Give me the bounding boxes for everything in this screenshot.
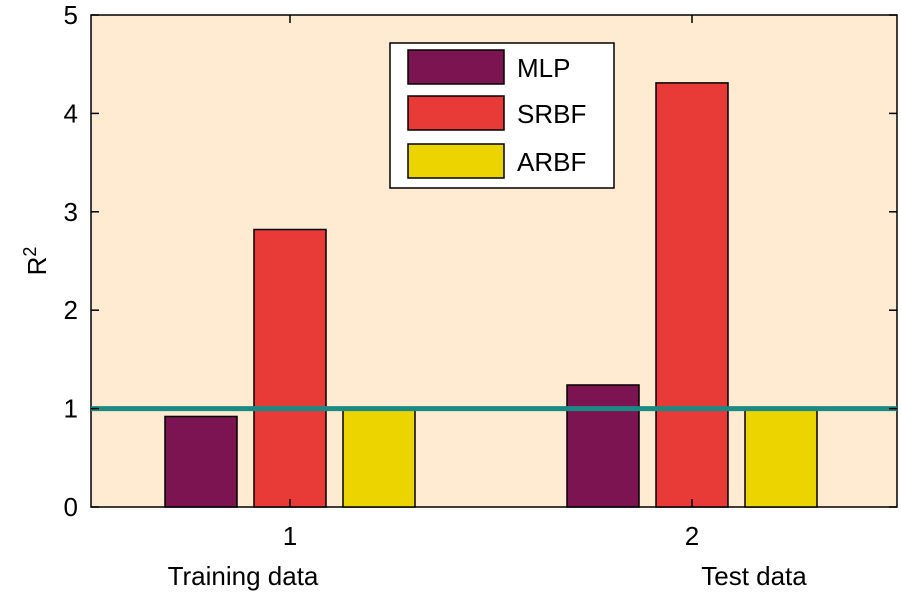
y-axis-label-base: R [22,257,52,276]
x-tick-label-2: 2 [685,521,699,551]
category-description-1: Training data [168,561,319,591]
legend-label-mlp: MLP [517,53,570,83]
bar-arbf-2 [744,407,818,508]
legend-swatch-srbf [407,95,505,131]
legend-swatch-mlp [407,49,505,85]
y-tick-label-2: 2 [64,295,78,325]
legend-swatch-arbf [407,143,505,179]
y-tick-label-4: 4 [64,98,78,128]
y-tick-label-3: 3 [64,197,78,227]
bar-srbf-1 [253,228,327,508]
y-tick-label-1: 1 [64,394,78,424]
bar-mlp-1 [164,415,238,508]
legend: MLP SRBF ARBF [389,42,615,189]
bar-arbf-1 [342,407,416,508]
bar-srbf-2 [655,82,729,508]
legend-label-arbf: ARBF [517,147,586,177]
y-tick-label-5: 5 [64,0,78,30]
y-tick-label-0: 0 [64,492,78,522]
x-tick-label-1: 1 [283,521,297,551]
y-axis-label: R2 [20,247,52,276]
legend-label-srbf: SRBF [517,99,586,129]
bar-mlp-2 [566,384,640,508]
category-description-2: Test data [701,561,807,591]
y-axis-label-superscript: 2 [20,247,40,257]
